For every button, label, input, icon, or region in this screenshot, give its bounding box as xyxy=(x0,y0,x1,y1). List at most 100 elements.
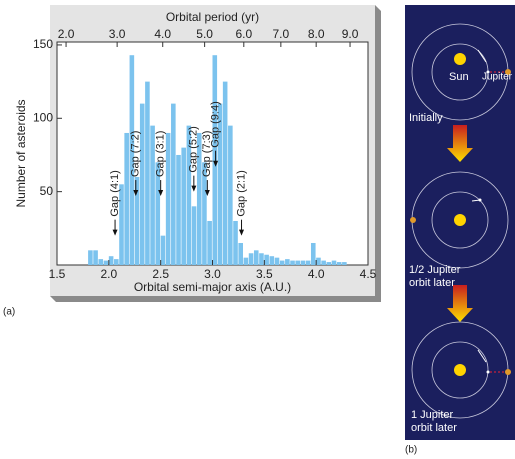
bar xyxy=(186,125,192,265)
bar xyxy=(300,260,306,265)
x-tick-label: 1.5 xyxy=(49,267,66,281)
arrow-head xyxy=(191,185,197,192)
x-tick-label: 4.0 xyxy=(308,267,325,281)
x-axis-title: Orbital semi-major axis (A.U.) xyxy=(134,280,291,294)
bar xyxy=(326,262,332,265)
bar xyxy=(279,260,285,265)
connectors xyxy=(490,71,505,373)
x2-tick-label: 9.0 xyxy=(342,27,359,41)
stage-label: orbit later xyxy=(409,277,455,289)
annotation: Gap (4:1) xyxy=(109,170,121,216)
annotation: Gap (7:2) xyxy=(130,131,142,177)
arrow-head xyxy=(204,190,210,197)
bar xyxy=(316,257,321,265)
stage-arrows xyxy=(447,125,473,322)
arrow-head xyxy=(133,190,139,197)
x2-tick-label: 4.0 xyxy=(154,27,171,41)
bar xyxy=(342,262,347,265)
y-axis-title: Number of asteroids xyxy=(14,99,28,207)
bar xyxy=(150,125,155,265)
bar xyxy=(321,260,326,265)
arrow-head xyxy=(112,229,118,236)
bar xyxy=(217,103,223,265)
chart: 50 100 150 1.5 2.0 2.5 3.0 3.5 4.0 4.5 2.0 3.0 4.0 5.… xyxy=(14,10,376,294)
arrow-head xyxy=(239,229,245,236)
bar xyxy=(222,81,228,265)
jupiter-label: Jupiter xyxy=(482,72,513,83)
bar xyxy=(243,257,249,265)
x2-tick-label: 8.0 xyxy=(308,27,325,41)
bar xyxy=(134,176,140,265)
bar xyxy=(202,162,207,265)
bar xyxy=(238,242,243,265)
x-tick-label: 3.5 xyxy=(256,267,273,281)
bar xyxy=(269,256,275,265)
bar xyxy=(274,257,280,265)
bar xyxy=(295,260,301,265)
x-tick-label: 2.5 xyxy=(152,267,169,281)
arrow-head xyxy=(213,160,219,167)
bar xyxy=(310,242,316,265)
y-tick-label: 150 xyxy=(33,37,53,51)
bar xyxy=(336,262,342,265)
x2-tick-label: 6.0 xyxy=(235,27,252,41)
panel-label: (a) xyxy=(3,307,15,318)
bar xyxy=(285,259,290,265)
bar xyxy=(259,253,264,265)
bar xyxy=(98,259,104,265)
annotation: Gap (9:4) xyxy=(210,101,222,147)
bar xyxy=(331,260,337,265)
bar xyxy=(108,256,114,265)
x2-tick-label: 5.0 xyxy=(196,27,213,41)
x-tick-label: 3.0 xyxy=(204,267,221,281)
stage-label: 1 Jupiter xyxy=(411,409,454,421)
sun-label: Sun xyxy=(449,71,469,83)
annotation: Gap (3:1) xyxy=(155,131,167,177)
asteroid-icons xyxy=(478,70,490,374)
annotation: Gap (5:2) xyxy=(188,126,200,172)
bar xyxy=(155,162,161,265)
bar xyxy=(119,184,124,265)
bar xyxy=(264,254,269,265)
bar xyxy=(103,260,109,265)
jupiter-icons xyxy=(410,69,511,375)
annotation: Gap (7:3) xyxy=(201,131,213,177)
bar xyxy=(139,103,145,265)
stage-label: Initially xyxy=(409,112,443,124)
bar xyxy=(124,132,129,265)
orbit-diagram xyxy=(411,23,509,419)
bar xyxy=(253,250,259,265)
annotation: Gap (2:1) xyxy=(235,170,247,216)
bar xyxy=(176,154,181,265)
x2-axis-title: Orbital period (yr) xyxy=(166,10,259,24)
motion-arrows xyxy=(471,49,487,363)
panel-label: (b) xyxy=(405,445,417,456)
bar xyxy=(160,235,166,265)
x-tick-label: 2.0 xyxy=(100,267,117,281)
bar xyxy=(129,55,135,265)
bar xyxy=(290,260,295,265)
bar xyxy=(228,125,233,265)
bar xyxy=(93,250,98,265)
bar xyxy=(196,132,202,265)
bar xyxy=(233,220,238,265)
arrow-head xyxy=(158,190,164,197)
x2-tick-label: 2.0 xyxy=(58,27,75,41)
stage-label: orbit later xyxy=(411,422,457,434)
x2-tick-label: 3.0 xyxy=(109,27,126,41)
bar xyxy=(212,55,218,265)
bar xyxy=(88,250,93,265)
bar xyxy=(207,220,212,265)
bar xyxy=(181,147,186,265)
x2-tick-label: 7.0 xyxy=(273,27,290,41)
bar xyxy=(171,103,176,265)
y-tick-label: 50 xyxy=(40,184,54,198)
x-tick-label: 4.5 xyxy=(360,267,377,281)
stage-label: 1/2 Jupiter xyxy=(409,264,461,276)
bar xyxy=(305,260,311,265)
y-tick-label: 100 xyxy=(33,110,53,124)
bar xyxy=(248,253,254,265)
sun-icons xyxy=(454,53,466,376)
bar xyxy=(165,132,171,265)
